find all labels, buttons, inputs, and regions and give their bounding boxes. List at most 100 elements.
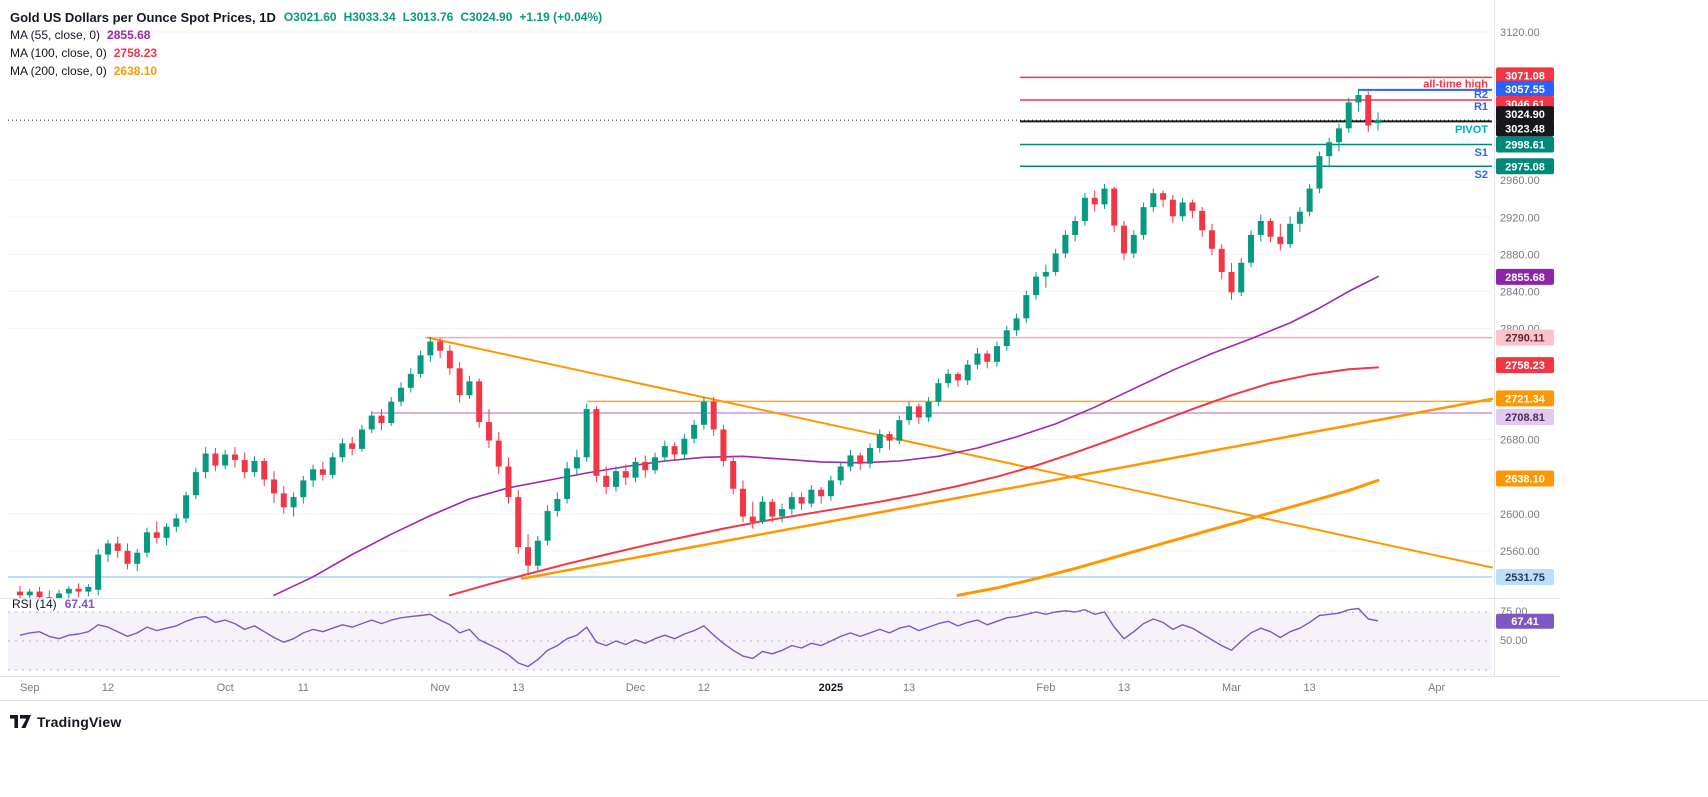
- ma-line-ma-55[interactable]: [273, 275, 1379, 597]
- candle: [710, 397, 717, 436]
- candle: [886, 431, 893, 450]
- candle: [915, 403, 922, 424]
- x-axis-label-12[interactable]: 12: [102, 682, 114, 694]
- rsi-line[interactable]: [19, 607, 1379, 668]
- candle: [1277, 223, 1284, 251]
- x-axis-label-oct[interactable]: Oct: [217, 682, 234, 694]
- candle-series: [17, 89, 1382, 598]
- x-axis-label-mar[interactable]: Mar: [1222, 682, 1241, 694]
- rsi-legend-label[interactable]: RSI (14) 67.41: [12, 597, 95, 611]
- candle: [857, 452, 864, 471]
- close-value: C3024.90: [460, 10, 513, 24]
- x-axis-label-nov[interactable]: Nov: [430, 682, 450, 694]
- candle: [466, 375, 473, 399]
- candle: [1228, 262, 1235, 300]
- candle: [1130, 230, 1137, 259]
- x-axis-label-sep[interactable]: Sep: [20, 682, 40, 694]
- candle: [954, 372, 961, 387]
- x-axis-label-feb[interactable]: Feb: [1036, 682, 1055, 694]
- x-axis-label-dec[interactable]: Dec: [626, 682, 646, 694]
- candle: [495, 432, 502, 474]
- annotation-s1: S1: [1475, 147, 1488, 159]
- x-axis-label-12[interactable]: 12: [698, 682, 710, 694]
- x-axis-label-2025[interactable]: 2025: [819, 682, 843, 694]
- candle: [192, 467, 199, 499]
- candle: [1189, 199, 1196, 219]
- candle: [1199, 207, 1206, 237]
- candle: [153, 521, 160, 544]
- candle: [593, 406, 600, 483]
- x-axis-time-scale[interactable]: Sep 12 Oct 11 Nov 13 Dec 12 2025 13 Feb 13 Mar 13 Apr: [20, 682, 1446, 694]
- ma100-value: 2758.23: [113, 46, 158, 60]
- candle: [222, 449, 229, 470]
- candle: [1062, 230, 1069, 259]
- candle: [759, 496, 766, 524]
- candle: [798, 492, 805, 511]
- candle: [17, 586, 23, 598]
- y-axis-tick: 3120.00: [1500, 27, 1540, 39]
- high-value: H3033.34: [343, 10, 396, 24]
- rsi-axis-tick: 50.00: [1500, 635, 1528, 647]
- candle: [1052, 248, 1059, 276]
- ma200-label: MA (200, close, 0): [10, 64, 107, 78]
- candle: [446, 345, 453, 375]
- ma100-legend[interactable]: MA (100, close, 0) 2758.23: [10, 44, 609, 62]
- candle: [183, 491, 190, 524]
- x-axis-label-13[interactable]: 13: [512, 682, 524, 694]
- candle: [1072, 216, 1079, 242]
- candle: [1081, 193, 1088, 226]
- candle: [1267, 218, 1274, 243]
- candle: [1042, 264, 1049, 288]
- ohlc-readout: O3021.60 H3033.34 L3013.76 C3024.90 +1.19 (+…: [284, 10, 609, 24]
- y-axis-tick: 2960.00: [1500, 175, 1540, 187]
- candle: [319, 461, 326, 481]
- candle: [1101, 183, 1108, 209]
- tradingview-logo[interactable]: TradingView: [10, 714, 121, 730]
- ma55-label: MA (55, close, 0): [10, 28, 101, 42]
- ma-line-ma-200[interactable]: [956, 478, 1380, 597]
- candle: [1150, 188, 1157, 212]
- candle: [964, 359, 971, 385]
- candle: [925, 397, 932, 423]
- symbol-title[interactable]: Gold US Dollars per Ounce Spot Prices, 1…: [10, 9, 276, 25]
- candle: [984, 350, 991, 369]
- price-label-3024.90: [1496, 106, 1554, 123]
- ma-line-ma-100[interactable]: [448, 366, 1379, 597]
- tradingview-logo-text: TradingView: [37, 713, 122, 730]
- trendline-descending-resistance[interactable]: [427, 336, 1493, 569]
- candle: [437, 337, 444, 359]
- candle: [1375, 112, 1382, 131]
- annotation-pivot: PIVOT: [1455, 124, 1488, 136]
- y-axis-price-scale[interactable]: 3120.002960.002920.002880.002840.002800.…: [1496, 27, 1554, 647]
- tradingview-logo-icon: [10, 714, 31, 728]
- candle: [788, 492, 795, 515]
- x-axis-label-11[interactable]: 11: [298, 682, 309, 694]
- candle: [632, 457, 639, 483]
- candle: [866, 443, 873, 469]
- candle: [368, 410, 375, 434]
- candle: [603, 466, 610, 495]
- candle: [1208, 223, 1215, 256]
- price-label-text: 3071.08: [1505, 70, 1545, 82]
- rsi-pane[interactable]: [8, 607, 1492, 671]
- candle: [573, 449, 580, 476]
- candle: [1335, 123, 1342, 152]
- x-axis-label-13[interactable]: 13: [903, 682, 915, 694]
- low-value: L3013.76: [402, 10, 454, 24]
- x-axis-label-13[interactable]: 13: [1304, 682, 1316, 694]
- grid-layer: [8, 31, 1492, 552]
- candle: [144, 527, 151, 558]
- candle: [700, 397, 707, 430]
- annotation-r2: R2: [1474, 89, 1488, 101]
- level-lines: [8, 76, 1492, 578]
- ma55-legend[interactable]: MA (55, close, 0) 2855.68: [10, 26, 609, 44]
- candle: [329, 452, 336, 479]
- symbol-row: Gold US Dollars per Ounce Spot Prices, 1…: [10, 8, 609, 26]
- trendline-ascending-support[interactable]: [520, 397, 1494, 580]
- ma200-legend[interactable]: MA (200, close, 0) 2638.10: [10, 62, 609, 80]
- x-axis-label-apr[interactable]: Apr: [1428, 682, 1445, 694]
- price-label-3057.55: [1496, 80, 1554, 97]
- x-axis-label-13[interactable]: 13: [1118, 682, 1130, 694]
